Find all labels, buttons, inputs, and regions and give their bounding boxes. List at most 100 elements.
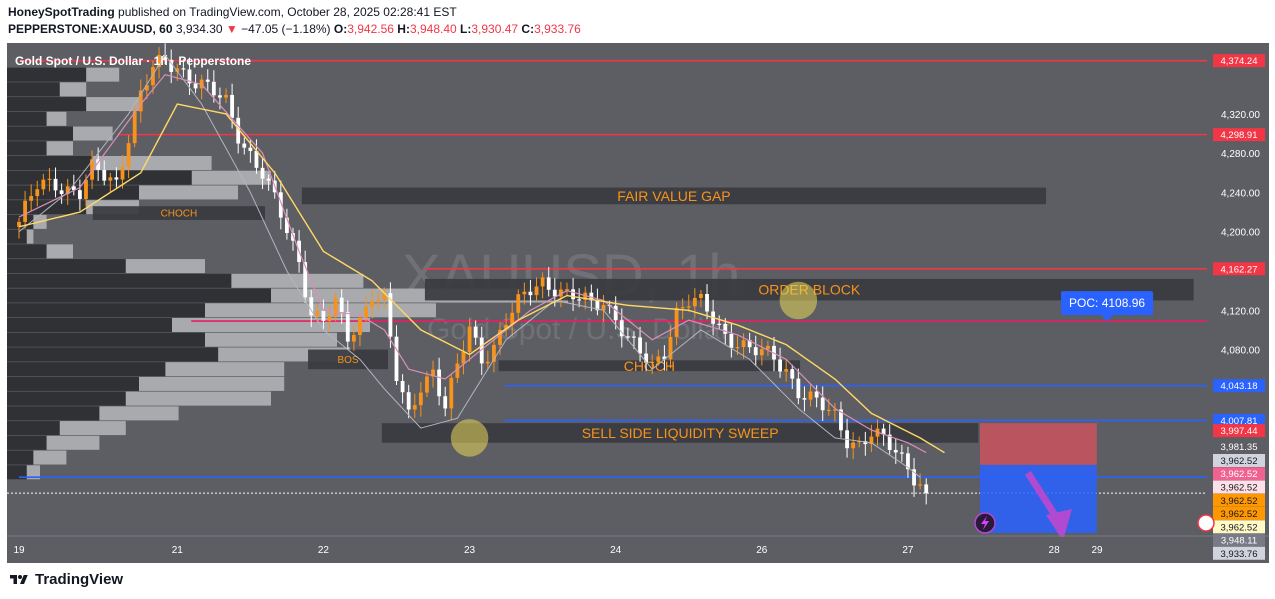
candle-down[interactable]	[571, 289, 575, 300]
candle-up[interactable]	[601, 305, 606, 311]
stop-loss-zone[interactable]	[979, 423, 1097, 465]
candle-up[interactable]	[534, 286, 539, 296]
candle-down[interactable]	[912, 469, 916, 486]
candle-down[interactable]	[248, 147, 253, 152]
candle-down[interactable]	[236, 117, 241, 144]
tradingview-logo[interactable]: TradingView	[8, 571, 123, 588]
candle-up[interactable]	[680, 307, 685, 309]
candle-up[interactable]	[418, 392, 423, 406]
candle-down[interactable]	[437, 369, 442, 397]
candle-down[interactable]	[260, 167, 265, 179]
candle-down[interactable]	[729, 333, 734, 348]
candle-down[interactable]	[479, 337, 484, 364]
candle-up[interactable]	[583, 292, 588, 300]
candle-up[interactable]	[425, 376, 429, 393]
candle-up[interactable]	[510, 312, 515, 325]
candle-up[interactable]	[918, 484, 923, 486]
candle-up[interactable]	[674, 307, 679, 337]
candle-up[interactable]	[741, 340, 746, 348]
candle-up[interactable]	[735, 347, 740, 349]
candle-up[interactable]	[650, 361, 655, 363]
candle-up[interactable]	[35, 189, 40, 197]
candle-down[interactable]	[899, 452, 904, 454]
candle-up[interactable]	[132, 111, 137, 144]
candle-up[interactable]	[522, 291, 527, 295]
highlight-circle[interactable]	[450, 419, 489, 457]
candle-down[interactable]	[705, 293, 709, 312]
candle-down[interactable]	[193, 83, 198, 89]
candle-down[interactable]	[790, 369, 795, 379]
candle-down[interactable]	[345, 312, 350, 342]
candle-down[interactable]	[717, 323, 722, 325]
candle-down[interactable]	[388, 293, 393, 337]
candle-up[interactable]	[175, 68, 180, 72]
candle-down[interactable]	[163, 54, 168, 60]
candle-up[interactable]	[692, 297, 697, 307]
candle-up[interactable]	[668, 336, 673, 360]
candle-down[interactable]	[291, 233, 295, 241]
candle-up[interactable]	[84, 179, 88, 199]
candle-down[interactable]	[181, 68, 186, 70]
candle-up[interactable]	[485, 361, 490, 364]
candle-up[interactable]	[327, 316, 332, 321]
candle-up[interactable]	[461, 351, 466, 364]
candle-down[interactable]	[309, 297, 314, 316]
candle-down[interactable]	[71, 186, 76, 191]
candle-up[interactable]	[370, 301, 375, 307]
candle-up[interactable]	[766, 345, 770, 350]
candle-down[interactable]	[619, 320, 624, 337]
take-profit-zone[interactable]	[979, 464, 1097, 533]
candle-down[interactable]	[473, 326, 478, 338]
candle-down[interactable]	[753, 347, 758, 356]
candle-up[interactable]	[826, 409, 831, 411]
candle-up[interactable]	[65, 186, 70, 195]
candle-down[interactable]	[242, 143, 247, 148]
candle-up[interactable]	[540, 277, 545, 287]
candle-up[interactable]	[138, 90, 143, 112]
candle-up[interactable]	[108, 177, 113, 181]
highlight-circle[interactable]	[779, 281, 818, 320]
candle-up[interactable]	[157, 54, 161, 68]
candle-up[interactable]	[516, 294, 521, 313]
candle-down[interactable]	[778, 359, 782, 372]
us-flag-icon[interactable]	[1197, 514, 1215, 532]
candle-up[interactable]	[498, 329, 502, 345]
candle-up[interactable]	[315, 310, 320, 316]
candle-up[interactable]	[412, 405, 417, 410]
candle-down[interactable]	[218, 95, 222, 98]
candle-up[interactable]	[467, 326, 472, 352]
candle-up[interactable]	[376, 299, 381, 302]
candle-down[interactable]	[632, 336, 636, 338]
candle-down[interactable]	[638, 337, 642, 354]
candle-up[interactable]	[120, 166, 125, 180]
candle-down[interactable]	[814, 391, 819, 398]
candle-up[interactable]	[351, 335, 356, 342]
candle-down[interactable]	[924, 484, 929, 494]
candle-up[interactable]	[832, 409, 837, 411]
candle-down[interactable]	[820, 397, 825, 411]
candle-up[interactable]	[492, 344, 496, 362]
candle-down[interactable]	[406, 392, 411, 410]
candle-up[interactable]	[431, 369, 435, 377]
candle-down[interactable]	[96, 159, 101, 170]
candle-down[interactable]	[278, 192, 283, 218]
candle-down[interactable]	[881, 428, 886, 435]
candle-up[interactable]	[126, 143, 131, 167]
candle-down[interactable]	[589, 292, 594, 301]
candle-down[interactable]	[723, 323, 728, 334]
candle-down[interactable]	[863, 441, 868, 445]
candle-down[interactable]	[893, 449, 898, 453]
candle-down[interactable]	[254, 151, 259, 168]
candle-down[interactable]	[321, 310, 326, 321]
candle-up[interactable]	[784, 369, 789, 372]
candle-up[interactable]	[382, 293, 387, 300]
candle-down[interactable]	[187, 69, 192, 84]
author-name[interactable]: HoneySpotTrading	[8, 5, 115, 19]
candle-down[interactable]	[546, 277, 551, 290]
candle-down[interactable]	[906, 453, 910, 470]
candle-down[interactable]	[230, 94, 235, 118]
candle-up[interactable]	[41, 179, 46, 190]
candle-down[interactable]	[577, 299, 582, 301]
candle-down[interactable]	[169, 59, 174, 72]
